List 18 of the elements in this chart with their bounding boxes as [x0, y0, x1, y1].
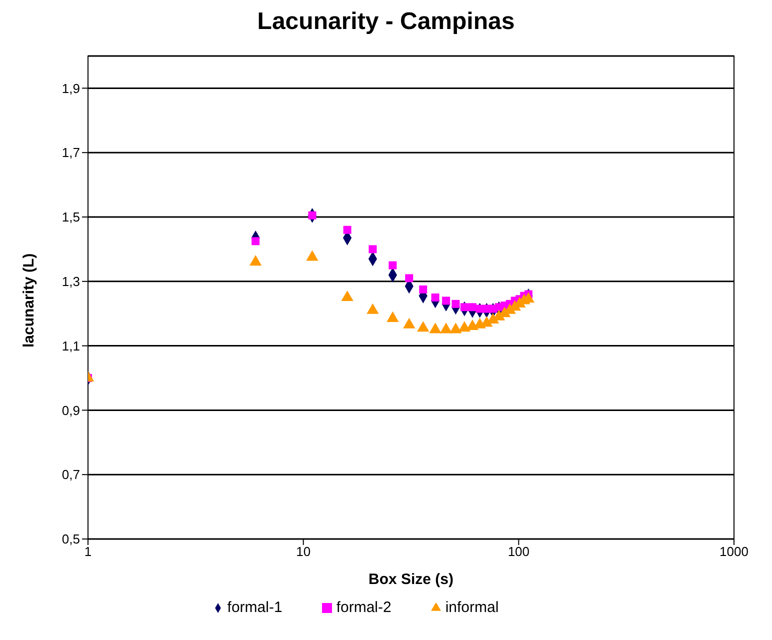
y-tick-label: 1,7	[62, 145, 80, 160]
x-tick-label: 1000	[720, 544, 748, 560]
y-tick-label: 1,5	[62, 210, 80, 225]
chart-title: Lacunarity - Campinas	[256, 8, 516, 36]
legend-label: formal-2	[336, 599, 392, 616]
x-tick-label: 100	[508, 544, 530, 560]
y-tick-label: 0,9	[62, 402, 80, 418]
y-tick-label: 1,9	[62, 80, 80, 96]
y-tick-label: 1,3	[62, 274, 80, 290]
y-tick-label: 1,1	[62, 338, 80, 354]
x-tick-label: 10	[296, 544, 311, 560]
y-tick-label: 0,7	[62, 467, 80, 482]
x-axis-title: Box Size (s)	[368, 571, 454, 588]
y-tick-label: 0,5	[62, 532, 80, 547]
legend-label: formal-1	[227, 599, 282, 616]
legend-label: informal	[445, 599, 499, 616]
y-axis-title: lacunarity (L)	[20, 253, 38, 348]
x-tick-label: 1	[84, 544, 92, 560]
